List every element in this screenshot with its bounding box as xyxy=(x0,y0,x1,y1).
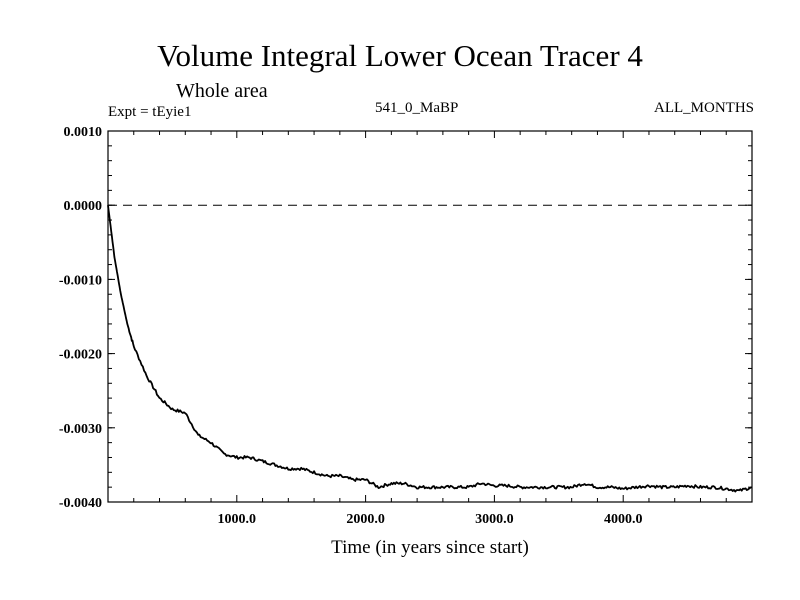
period-label: 541_0_MaBP xyxy=(375,100,459,116)
x-tick-label: 2000.0 xyxy=(346,512,385,527)
x-tick-label: 1000.0 xyxy=(218,512,257,527)
chart-subtitle: Whole area xyxy=(176,80,268,102)
months-label: ALL_MONTHS xyxy=(654,100,754,116)
y-tick-label: 0.0000 xyxy=(64,199,103,214)
plot-area-frame xyxy=(107,130,753,503)
experiment-label: Expt = tEyie1 xyxy=(108,104,192,120)
x-axis-label: Time (in years since start) xyxy=(331,537,529,558)
y-tick-label: -0.0010 xyxy=(59,273,102,288)
y-tick-label: -0.0030 xyxy=(59,422,102,437)
x-tick-label: 3000.0 xyxy=(475,512,514,527)
y-tick-label: -0.0040 xyxy=(59,496,102,511)
x-tick-label: 4000.0 xyxy=(604,512,643,527)
y-tick-label: -0.0020 xyxy=(59,348,102,363)
y-tick-label: 0.0010 xyxy=(64,125,103,140)
series-line xyxy=(107,205,753,493)
chart-title: Volume Integral Lower Ocean Tracer 4 xyxy=(157,38,643,73)
